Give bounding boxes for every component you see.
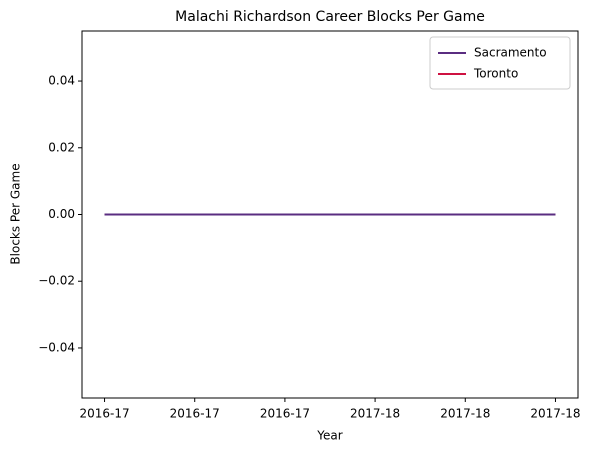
legend-box: [429, 36, 571, 90]
plot-frame: [81, 30, 579, 399]
legend-label: Sacramento: [474, 46, 547, 60]
legend-label: Toronto: [473, 67, 518, 81]
y-tick-label: −0.02: [38, 274, 75, 288]
x-tick-label: 2017-18: [530, 407, 580, 421]
y-tick-label: 0.04: [48, 74, 75, 88]
x-tick-label: 2017-18: [350, 407, 400, 421]
x-tick-label: 2016-17: [79, 407, 129, 421]
x-tick-label: 2017-18: [440, 407, 490, 421]
x-axis-label: Year: [316, 429, 342, 443]
y-tick-label: −0.04: [38, 340, 75, 354]
x-tick-label: 2016-17: [260, 407, 310, 421]
y-axis-label: Blocks Per Game: [9, 163, 23, 264]
chart-title: Malachi Richardson Career Blocks Per Gam…: [175, 9, 485, 25]
y-tick-label: 0.00: [48, 207, 75, 221]
x-tick-label: 2016-17: [170, 407, 220, 421]
y-tick-label: 0.02: [48, 140, 75, 154]
